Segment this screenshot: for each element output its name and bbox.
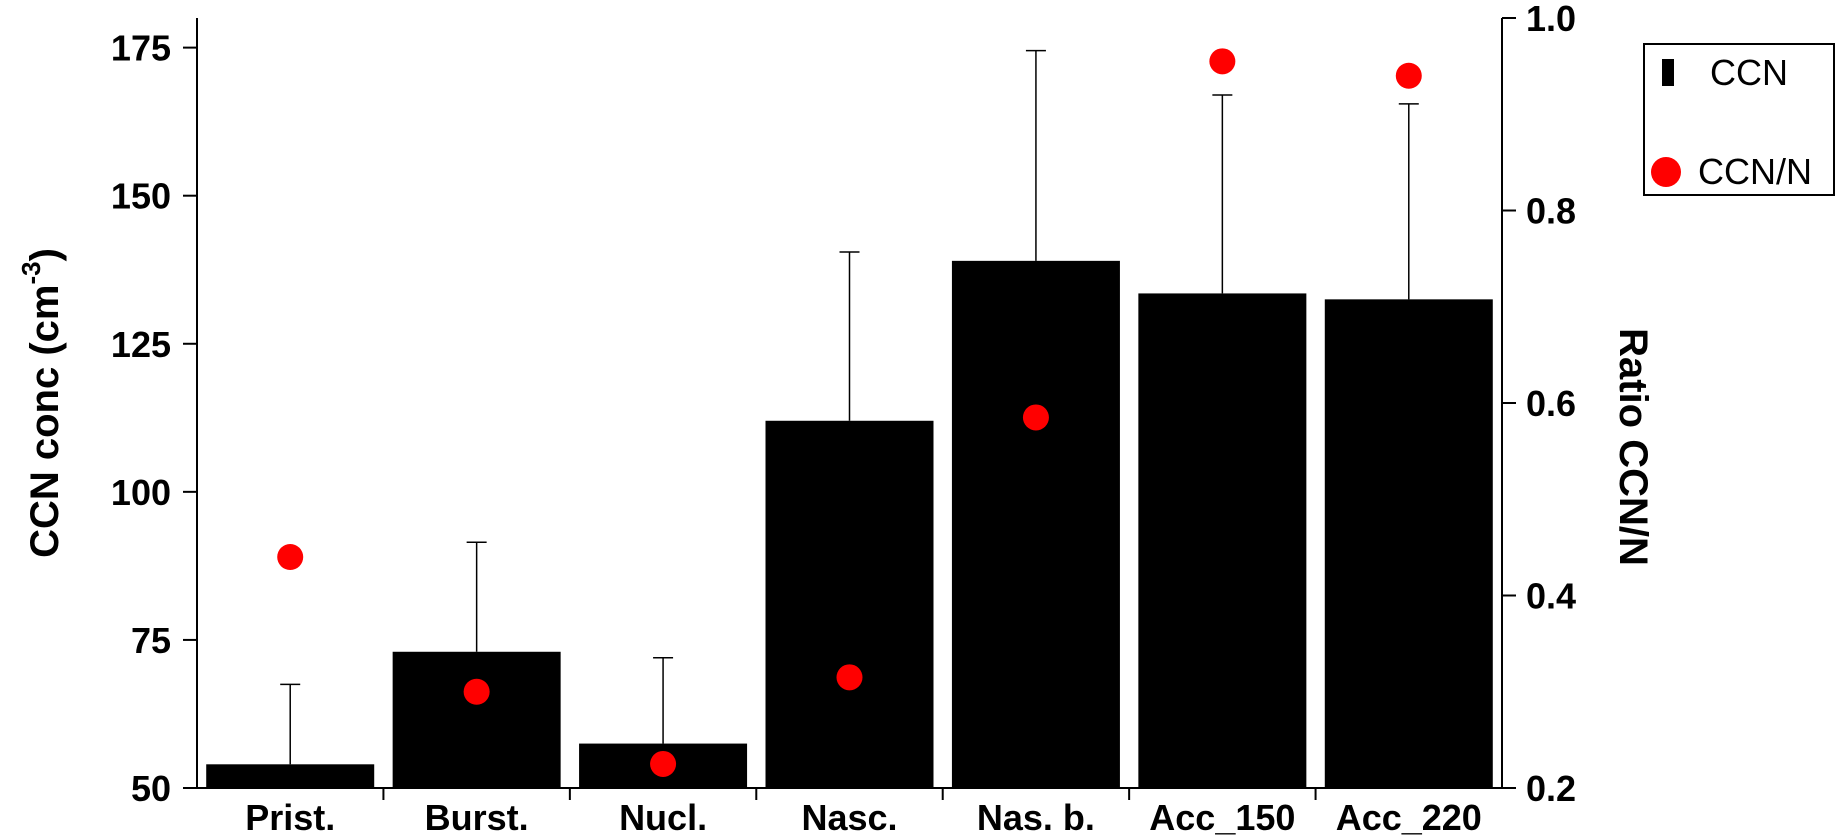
bars-layer	[206, 260, 1493, 788]
y-tick-label-2: 100	[111, 472, 171, 513]
point-0	[277, 544, 304, 570]
x-tick-label-6: Acc_220	[1336, 797, 1482, 838]
point-5	[1209, 48, 1236, 75]
y-tick-label-5: 175	[111, 28, 171, 69]
legend-ccnn-label: CCN/N	[1698, 151, 1812, 192]
left-axis-ticks: 50 75 100 125 150 175	[111, 28, 197, 809]
x-tick-label-0: Prist.	[245, 797, 335, 838]
y2-tick-label-3: 0.8	[1526, 191, 1576, 232]
y-tick-label-1: 75	[131, 620, 171, 661]
points-layer	[277, 48, 1422, 777]
y2-tick-label-0: 0.2	[1526, 768, 1576, 809]
y-tick-label-0: 50	[131, 768, 171, 809]
error-bars-layer	[280, 49, 1419, 765]
y2-axis-title: Ratio CCN/N	[1611, 328, 1655, 566]
bar-5	[1138, 293, 1307, 788]
y-tick-label-3: 125	[111, 324, 171, 365]
point-1	[463, 678, 490, 705]
x-tick-label-2: Nucl.	[619, 797, 707, 838]
y-tick-label-4: 150	[111, 176, 171, 217]
x-tick-label-3: Nasc.	[801, 797, 897, 838]
x-axis-ticks: Prist. Burst. Nucl. Nasc. Nas. b. Acc_150 Acc_…	[245, 788, 1482, 838]
bar-0	[206, 764, 375, 788]
bar-4	[951, 260, 1120, 788]
legend-ccn-label: CCN	[1710, 52, 1788, 93]
legend: CCN CCN/N	[1643, 43, 1835, 196]
right-axis-ticks: 0.2 0.4 0.6 0.8 1.0	[1502, 0, 1576, 809]
point-2	[650, 750, 677, 777]
legend-ccnn-marker	[1651, 157, 1681, 187]
y-axis-title: CCN conc (cm-3)	[16, 248, 67, 558]
point-4	[1022, 404, 1049, 431]
point-6	[1395, 62, 1422, 89]
bar-3	[765, 420, 934, 788]
bar-6	[1324, 299, 1493, 788]
point-3	[836, 664, 863, 691]
x-tick-label-1: Burst.	[425, 797, 529, 838]
bar-1	[392, 651, 561, 788]
legend-ccn-marker	[1662, 59, 1674, 86]
y2-tick-label-1: 0.4	[1526, 576, 1576, 617]
y2-tick-label-2: 0.6	[1526, 383, 1576, 424]
x-tick-label-4: Nas. b.	[977, 797, 1095, 838]
y2-tick-label-4: 1.0	[1526, 0, 1576, 39]
x-tick-label-5: Acc_150	[1149, 797, 1295, 838]
